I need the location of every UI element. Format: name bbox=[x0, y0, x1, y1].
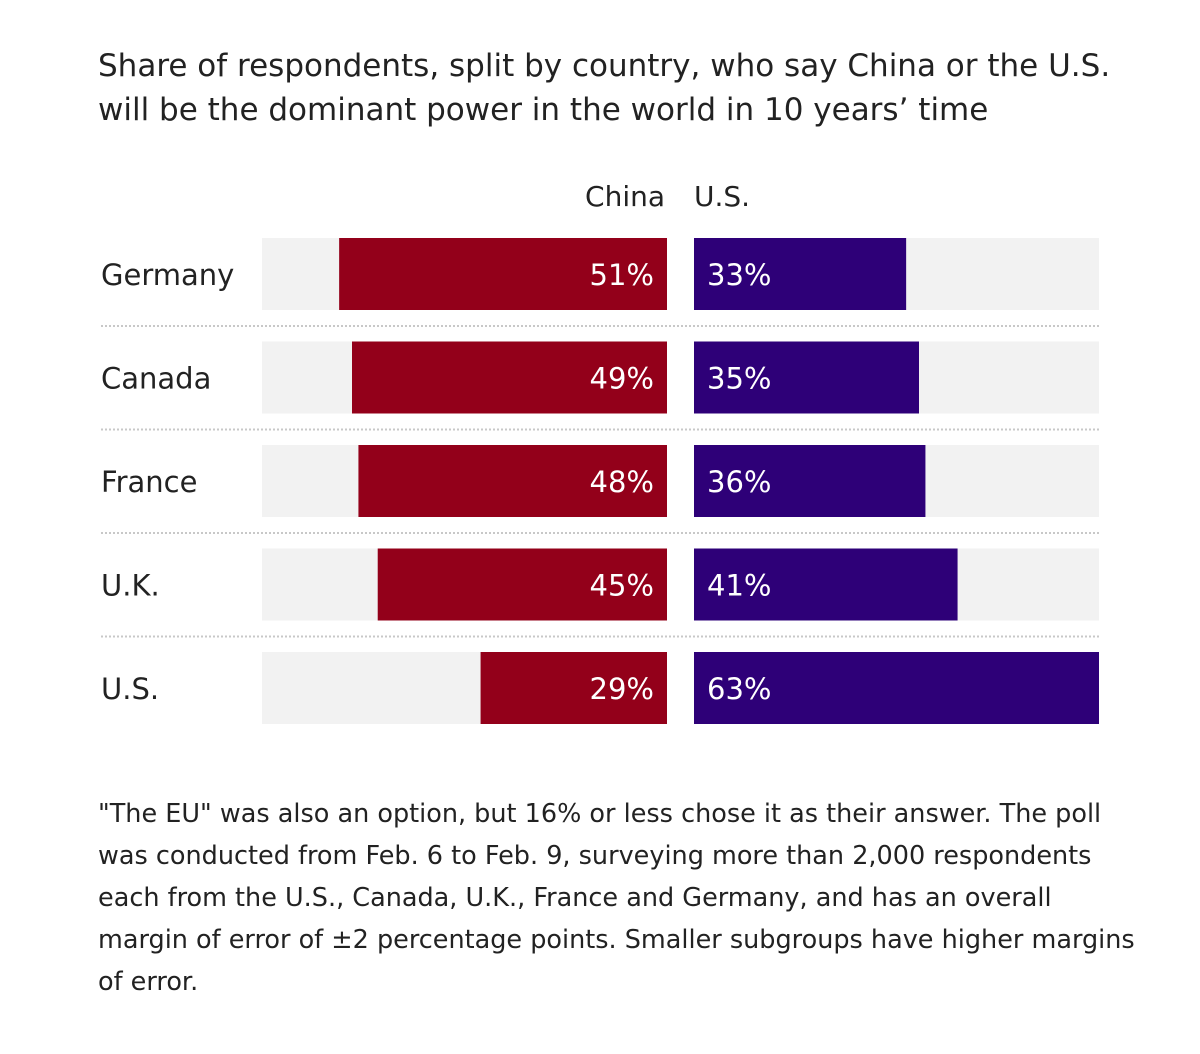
bar-china bbox=[352, 341, 667, 414]
value-label-china: 49% bbox=[590, 362, 654, 396]
value-label-us: 33% bbox=[707, 258, 771, 292]
bar-china bbox=[339, 238, 667, 310]
value-label-us: 36% bbox=[707, 465, 771, 499]
value-label-china: 29% bbox=[590, 672, 654, 706]
value-label-china: 45% bbox=[590, 569, 654, 603]
value-label-us: 35% bbox=[707, 362, 771, 396]
category-label: U.K. bbox=[101, 569, 160, 603]
diverging-bar-chart: Germany 51% 33% Canada 49% 35% France 48% 36% U.K… bbox=[101, 238, 1099, 724]
category-label: U.S. bbox=[101, 672, 159, 706]
value-label-us: 41% bbox=[707, 569, 771, 603]
category-label: Germany bbox=[101, 258, 234, 292]
bar-china bbox=[377, 548, 667, 621]
bar-us bbox=[694, 445, 926, 517]
bar-us bbox=[694, 652, 1099, 724]
category-label: France bbox=[101, 465, 197, 499]
value-label-us: 63% bbox=[707, 672, 771, 706]
bar-us bbox=[694, 548, 958, 621]
category-label: Canada bbox=[101, 362, 211, 396]
value-label-china: 48% bbox=[590, 465, 654, 499]
value-label-china: 51% bbox=[590, 258, 654, 292]
footnote: "The EU" was also an option, but 16% or … bbox=[98, 799, 1135, 997]
bar-china bbox=[480, 652, 667, 724]
bar-china bbox=[358, 445, 667, 517]
legend-us: U.S. bbox=[694, 180, 751, 213]
chart-title: Share of respondents, split by country, … bbox=[98, 48, 1111, 128]
legend-china: China bbox=[585, 180, 665, 213]
bar-us bbox=[694, 341, 919, 414]
bar-us bbox=[694, 238, 907, 310]
